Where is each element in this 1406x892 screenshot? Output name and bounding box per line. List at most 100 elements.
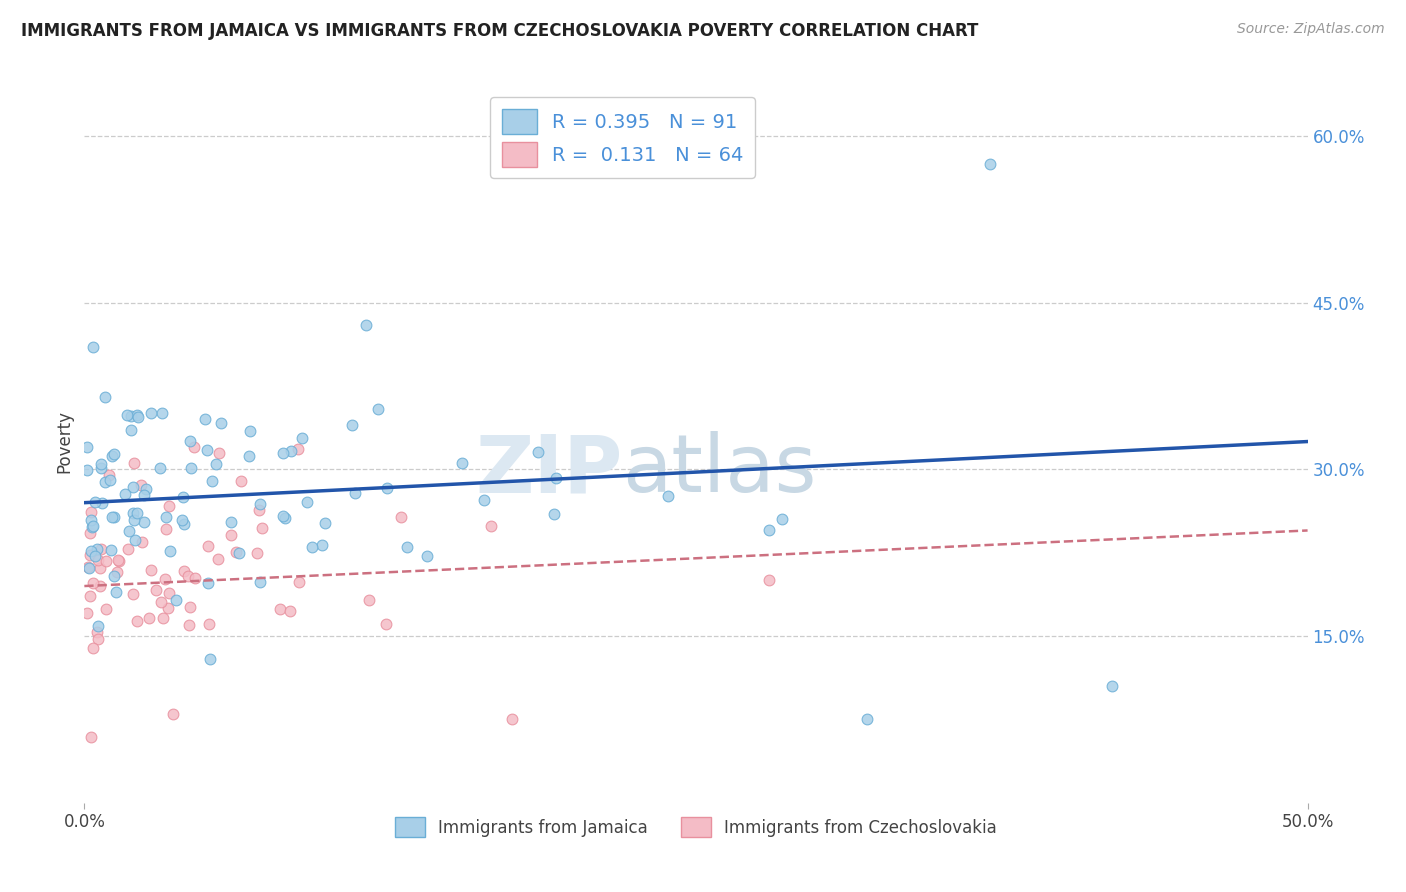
Point bbox=[89, 561, 111, 575]
Point bbox=[271, 509, 294, 524]
Point bbox=[247, 503, 270, 517]
Point bbox=[157, 601, 180, 615]
Point bbox=[291, 431, 314, 445]
Point bbox=[197, 539, 219, 553]
Point bbox=[180, 461, 202, 475]
Point bbox=[83, 494, 105, 508]
Point bbox=[103, 447, 125, 461]
Point bbox=[416, 549, 439, 563]
Point bbox=[155, 522, 177, 536]
Point bbox=[179, 434, 201, 448]
Point bbox=[162, 706, 184, 721]
Point bbox=[132, 515, 155, 529]
Point bbox=[195, 442, 218, 457]
Point bbox=[120, 423, 142, 437]
Point bbox=[97, 467, 120, 482]
Point bbox=[87, 632, 110, 647]
Point bbox=[197, 576, 219, 591]
Point bbox=[179, 600, 201, 615]
Point bbox=[295, 494, 318, 508]
Point bbox=[239, 424, 262, 438]
Point bbox=[177, 569, 200, 583]
Point bbox=[77, 559, 100, 574]
Point bbox=[82, 641, 104, 656]
Point bbox=[527, 445, 550, 459]
Point bbox=[127, 506, 149, 520]
Point bbox=[287, 442, 309, 456]
Point bbox=[90, 496, 112, 510]
Point bbox=[544, 471, 567, 485]
Point bbox=[124, 513, 146, 527]
Point bbox=[76, 440, 98, 454]
Point bbox=[87, 552, 110, 566]
Point bbox=[89, 578, 111, 592]
Point bbox=[770, 512, 793, 526]
Point bbox=[252, 521, 274, 535]
Point bbox=[94, 602, 117, 616]
Point bbox=[207, 552, 229, 566]
Point bbox=[127, 614, 149, 628]
Point bbox=[274, 511, 297, 525]
Point bbox=[758, 574, 780, 588]
Point bbox=[100, 542, 122, 557]
Point bbox=[107, 553, 129, 567]
Point bbox=[139, 563, 162, 577]
Point bbox=[165, 593, 187, 607]
Point bbox=[172, 491, 194, 505]
Point bbox=[124, 533, 146, 548]
Point bbox=[280, 444, 302, 458]
Point bbox=[122, 456, 145, 470]
Point bbox=[311, 538, 333, 552]
Point bbox=[150, 594, 173, 608]
Point bbox=[80, 504, 103, 518]
Point bbox=[79, 544, 101, 558]
Point bbox=[177, 618, 200, 632]
Point bbox=[657, 489, 679, 503]
Point bbox=[100, 449, 122, 463]
Point bbox=[249, 497, 271, 511]
Point bbox=[758, 524, 780, 538]
Point bbox=[82, 519, 104, 533]
Point bbox=[93, 475, 115, 490]
Point bbox=[209, 416, 232, 430]
Point bbox=[77, 561, 100, 575]
Point bbox=[543, 508, 565, 522]
Text: IMMIGRANTS FROM JAMAICA VS IMMIGRANTS FROM CZECHOSLOVAKIA POVERTY CORRELATION CH: IMMIGRANTS FROM JAMAICA VS IMMIGRANTS FR… bbox=[21, 22, 979, 40]
Point bbox=[219, 527, 242, 541]
Text: atlas: atlas bbox=[623, 432, 817, 509]
Point bbox=[118, 524, 141, 538]
Point bbox=[103, 509, 125, 524]
Point bbox=[197, 616, 219, 631]
Point bbox=[82, 340, 104, 354]
Point bbox=[152, 610, 174, 624]
Point bbox=[129, 478, 152, 492]
Point bbox=[204, 457, 226, 471]
Point bbox=[76, 463, 98, 477]
Point bbox=[114, 487, 136, 501]
Point bbox=[170, 513, 193, 527]
Point bbox=[249, 574, 271, 589]
Point bbox=[246, 546, 269, 560]
Point bbox=[225, 545, 247, 559]
Point bbox=[343, 486, 366, 500]
Point bbox=[367, 401, 389, 416]
Point bbox=[269, 601, 291, 615]
Point bbox=[76, 607, 98, 621]
Point bbox=[375, 617, 398, 632]
Point bbox=[115, 409, 138, 423]
Point bbox=[184, 572, 207, 586]
Point bbox=[173, 516, 195, 531]
Point bbox=[152, 406, 174, 420]
Point bbox=[94, 390, 117, 404]
Point bbox=[139, 407, 162, 421]
Point bbox=[122, 480, 145, 494]
Point bbox=[79, 549, 101, 563]
Point bbox=[155, 510, 177, 524]
Point bbox=[79, 526, 101, 541]
Y-axis label: Poverty: Poverty bbox=[55, 410, 73, 473]
Point bbox=[90, 460, 112, 475]
Point bbox=[273, 446, 295, 460]
Point bbox=[145, 582, 167, 597]
Point bbox=[502, 713, 524, 727]
Point bbox=[127, 409, 149, 424]
